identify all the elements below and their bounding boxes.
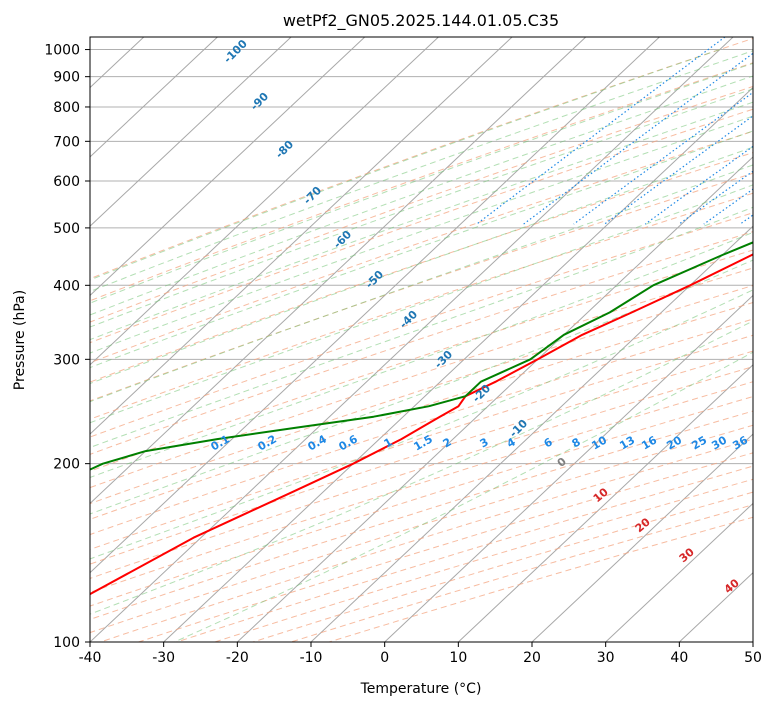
dry-adiabat-line (90, 249, 753, 472)
plot-frame (89, 36, 754, 643)
moist-adiabat-line (90, 115, 753, 354)
y-tick-label: 200 (53, 457, 80, 473)
temperature-line (90, 253, 753, 596)
dry-adiabat-line (90, 334, 753, 550)
isotherm-line (531, 433, 753, 642)
dry-adiabat-line (90, 152, 753, 383)
dry-adiabat-line (90, 212, 753, 438)
dry-adiabat-line (176, 465, 753, 642)
isotherm-line (90, 37, 218, 158)
y-tick-label: 400 (53, 278, 80, 294)
x-tick-label: -30 (152, 650, 175, 666)
dry-adiabat-line (90, 366, 753, 579)
x-tick-label: 40 (670, 650, 688, 666)
isohume-line (678, 170, 753, 225)
chart-title: wetPf2_GN05.2025.144.01.05.C35 (283, 11, 559, 31)
x-tick-label: 0 (380, 650, 389, 666)
dry-adiabat-line (90, 396, 753, 607)
x-tick-label: -10 (300, 650, 323, 666)
isotherm-line (90, 37, 292, 227)
isohume-line (604, 115, 753, 225)
x-tick-label: 30 (597, 650, 615, 666)
dry-adiabat-line (90, 231, 753, 455)
isotherm-line (163, 86, 753, 642)
dry-adiabat-line (252, 491, 753, 642)
x-tick-label: 10 (449, 650, 467, 666)
isotherm-line (90, 37, 366, 297)
isohume-line (523, 52, 753, 225)
y-axis-label: Pressure (hPa) (12, 290, 28, 390)
isohume-line (476, 37, 726, 225)
y-tick-label: 500 (53, 221, 80, 237)
x-tick-label: 50 (744, 650, 762, 666)
moist-adiabat-line (90, 184, 753, 424)
isotherm-line (90, 37, 513, 435)
moist-adiabat-line (90, 164, 753, 403)
x-axis-label: Temperature (°C) (360, 681, 482, 697)
x-tick-label: -20 (226, 650, 249, 666)
dry-adiabat-line (90, 381, 753, 593)
isotherm-line (457, 364, 753, 642)
y-tick-label: 1000 (44, 43, 80, 59)
y-tick-label: 100 (53, 635, 80, 651)
isotherm-line (90, 37, 734, 642)
moist-adiabat-line (90, 231, 753, 479)
isotherm-line (605, 502, 753, 642)
dry-adiabat-line (90, 350, 753, 565)
y-tick-label: 700 (53, 134, 80, 150)
dry-adiabat-line (90, 37, 753, 280)
x-tick-label: 20 (523, 650, 541, 666)
moist-adiabat-line (90, 50, 753, 293)
y-tick-label: 900 (53, 70, 80, 86)
moist-adiabat-line (90, 62, 753, 304)
y-tick-label: 600 (53, 174, 80, 190)
isotherm-line (90, 37, 660, 574)
dry-adiabat-line (214, 478, 753, 642)
isotherm-line (90, 37, 587, 505)
isotherm-line (384, 294, 753, 642)
dry-adiabat-line (138, 452, 753, 642)
dewpoint-line (90, 241, 753, 471)
y-tick-label: 300 (53, 352, 80, 368)
x-tick-label: -40 (79, 650, 102, 666)
y-tick-label: 800 (53, 100, 80, 116)
isotherm-line (90, 37, 439, 366)
dry-adiabat-line (90, 192, 753, 420)
isotherm-line (310, 225, 753, 642)
